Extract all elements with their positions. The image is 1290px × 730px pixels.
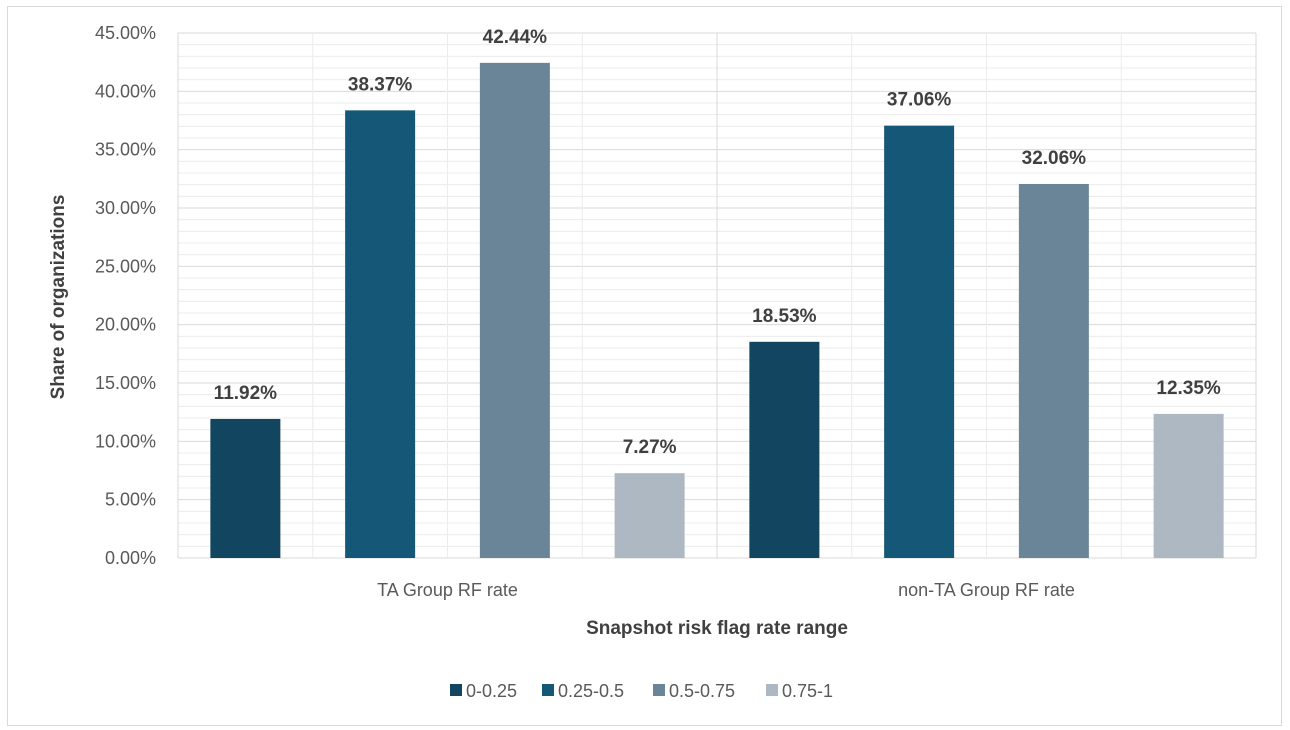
data-label: 42.44% — [483, 27, 548, 48]
data-label: 38.37% — [348, 74, 413, 95]
bar-0.25-0.5-1 — [884, 125, 955, 558]
bar-0.5-0.75-0 — [479, 62, 550, 558]
bar-0.5-0.75-1 — [1018, 183, 1089, 558]
legend-swatch — [450, 684, 462, 696]
y-tick-label: 45.00% — [95, 23, 156, 43]
bar-0-0.25-1 — [749, 341, 820, 558]
data-label: 32.06% — [1022, 148, 1087, 169]
legend-label: 0-0.25 — [466, 681, 517, 701]
legend-swatch — [653, 684, 665, 696]
y-tick-label: 40.00% — [95, 81, 156, 101]
y-tick-label: 5.00% — [105, 490, 156, 510]
legend-label: 0.5-0.75 — [669, 681, 735, 701]
data-label: 7.27% — [623, 437, 677, 458]
y-tick-label: 15.00% — [95, 373, 156, 393]
data-label: 37.06% — [887, 90, 952, 111]
legend-label: 0.75-1 — [782, 681, 833, 701]
x-category-label: non-TA Group RF rate — [898, 580, 1075, 600]
bars — [210, 62, 1224, 558]
data-label: 18.53% — [752, 306, 817, 327]
x-axis-title: Snapshot risk flag rate range — [586, 618, 848, 639]
x-category-label: TA Group RF rate — [377, 580, 518, 600]
y-tick-label: 20.00% — [95, 315, 156, 335]
y-tick-label: 10.00% — [95, 431, 156, 451]
x-axis-category-labels: TA Group RF rate non-TA Group RF rate — [377, 580, 1075, 600]
bar-0.75-1-1 — [1153, 413, 1224, 558]
data-label: 11.92% — [214, 383, 277, 404]
y-axis-title: Share of organizations — [48, 195, 69, 400]
y-tick-label: 35.00% — [95, 140, 156, 160]
legend-swatch — [766, 684, 778, 696]
y-tick-label: 25.00% — [95, 256, 156, 276]
bar-0-0.25-0 — [210, 418, 281, 558]
legend: 0-0.25 0.25-0.5 0.5-0.75 0.75-1 — [450, 681, 833, 701]
y-tick-label: 30.00% — [95, 198, 156, 218]
bar-0.25-0.5-0 — [345, 110, 416, 558]
y-axis-tick-labels: 0.00% 5.00% 10.00% 15.00% 20.00% 25.00% 30.00%… — [95, 23, 156, 568]
legend-swatch — [542, 684, 554, 696]
data-labels: 11.92% 18.53% 38.37% 37.06% 42.44% 32.06% 7.27… — [214, 27, 1221, 458]
y-tick-label: 0.00% — [105, 548, 156, 568]
bar-0.75-1-0 — [614, 473, 685, 558]
gridlines — [177, 32, 1257, 559]
data-label: 12.35% — [1156, 378, 1221, 399]
legend-label: 0.25-0.5 — [558, 681, 624, 701]
